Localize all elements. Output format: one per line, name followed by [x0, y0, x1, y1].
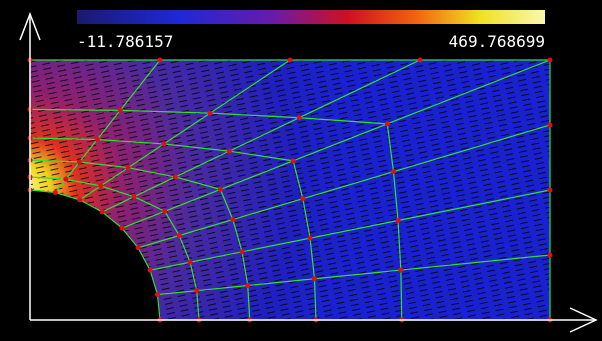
viewport: -11.786157 469.768699: [0, 0, 602, 341]
mesh-node: [300, 196, 305, 201]
page: {"colorbar": {"min_label": "-11.786157",…: [0, 0, 602, 341]
mesh-node: [240, 249, 245, 254]
mesh-node: [77, 160, 82, 165]
mesh-node: [245, 283, 250, 288]
mesh-node: [548, 253, 553, 258]
mesh-node: [136, 245, 141, 250]
mesh-node: [53, 190, 58, 195]
mesh-node: [98, 183, 103, 188]
mesh-node: [230, 217, 235, 222]
mesh-node: [218, 187, 223, 192]
mesh-node: [118, 108, 123, 113]
mesh-node: [155, 292, 160, 297]
mesh-node: [208, 111, 213, 116]
mesh-node: [548, 188, 553, 193]
mesh-node: [173, 174, 178, 179]
colorbar-max-label: 469.768699: [449, 32, 545, 51]
colorbar-min-label: -11.786157: [77, 32, 173, 51]
colorbar: [77, 10, 545, 24]
mesh-node: [288, 58, 293, 63]
mesh-node: [398, 268, 403, 273]
mesh-node: [312, 276, 317, 281]
mesh-node: [227, 149, 232, 154]
mesh-node: [291, 158, 296, 163]
mesh-node: [194, 288, 199, 293]
mesh-node: [396, 218, 401, 223]
mesh-node: [418, 58, 423, 63]
mesh-node: [161, 141, 166, 146]
mesh-node: [188, 260, 193, 265]
mesh-node: [297, 115, 302, 120]
mesh-node: [162, 209, 167, 214]
mesh-node: [548, 58, 553, 63]
mesh-node: [95, 137, 100, 142]
mesh-node: [132, 194, 137, 199]
mesh-node: [548, 123, 553, 128]
mesh-node: [385, 121, 390, 126]
mesh-node: [148, 268, 153, 273]
mesh-node: [391, 169, 396, 174]
mesh-node: [119, 226, 124, 231]
mesh-node: [63, 177, 68, 182]
mesh-node: [308, 236, 313, 241]
mesh-node: [158, 58, 163, 63]
mesh-node: [177, 233, 182, 238]
mesh-node: [77, 197, 82, 202]
mesh-node: [126, 165, 131, 170]
mesh-node: [100, 209, 105, 214]
